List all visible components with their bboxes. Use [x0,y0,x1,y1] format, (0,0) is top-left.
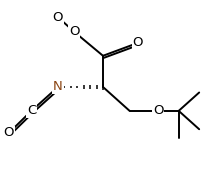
Text: O: O [53,11,63,24]
Text: O: O [53,11,63,24]
Text: O: O [69,25,80,38]
Text: C: C [27,104,36,117]
Text: N: N [53,80,63,93]
Text: O: O [153,104,164,117]
Text: O: O [132,36,143,49]
Text: O: O [4,126,14,139]
